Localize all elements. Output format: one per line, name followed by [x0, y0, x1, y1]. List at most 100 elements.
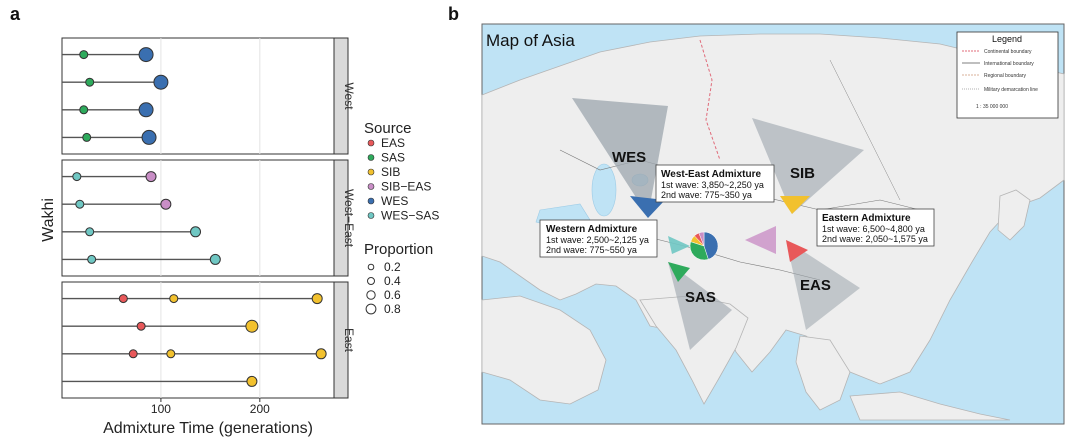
legend-size-label: 0.8: [384, 302, 401, 316]
data-point: [75, 199, 85, 209]
sas-arrow: [668, 262, 732, 350]
western-title: Western Admixture: [546, 224, 638, 235]
legend-item-label: SIB: [381, 165, 400, 179]
facet-label: East: [342, 328, 356, 353]
west-east-wave1: 1st wave: 3,850~2,250 ya: [661, 180, 764, 190]
legend-swatch: [367, 154, 375, 161]
data-point: [141, 129, 157, 145]
pie-slice: [698, 231, 705, 247]
map-legend-title: Legend: [992, 34, 1022, 44]
facet-panel: [61, 159, 335, 277]
legend-item-label: SAS: [381, 151, 405, 165]
data-point: [138, 102, 154, 118]
data-point: [138, 47, 154, 63]
data-point: [136, 321, 146, 331]
legend-swatch: [367, 183, 375, 190]
x-axis-title: Admixture Time (generations): [103, 420, 313, 437]
data-point: [160, 198, 172, 210]
legend-size-label: 0.2: [384, 260, 401, 274]
data-point: [315, 348, 327, 360]
legend-size-swatch: [367, 277, 375, 285]
western-box-frame: [539, 219, 658, 258]
panel-label-b: b: [448, 4, 459, 24]
data-point: [79, 105, 89, 115]
data-point: [246, 375, 258, 387]
west-east-box-frame: [655, 164, 775, 203]
legend-swatch: [367, 212, 375, 219]
sib-arrow-label: SIB: [790, 165, 815, 182]
data-point: [145, 171, 157, 183]
western-wave1: 1st wave: 2,500~2,125 ya: [546, 235, 649, 245]
legend-size-label: 0.6: [384, 288, 401, 302]
sas-arrow-label: SAS: [685, 289, 716, 306]
western-admixture-box: Western Admixture 1st wave: 2,500~2,125 …: [539, 219, 658, 258]
data-point: [82, 132, 92, 142]
facet-strip: [333, 281, 349, 399]
legend-swatch: [367, 197, 375, 205]
map-legend-item: Military demarcation line: [984, 87, 1038, 93]
data-point: [166, 349, 176, 359]
eastern-wave2: 2nd wave: 2,050~1,575 ya: [822, 234, 928, 244]
map-land-islands: [849, 391, 1011, 421]
data-point: [153, 74, 169, 90]
legend-item-label: EAS: [381, 136, 405, 150]
data-point: [128, 349, 138, 359]
sib-arrow-head: [780, 196, 810, 214]
legend-item-label: SIB−EAS: [381, 180, 431, 194]
proportion-legend-title: Proportion: [364, 241, 433, 258]
wes-arrow: [572, 98, 668, 216]
data-point: [72, 172, 82, 182]
map-caspian-sea: [591, 163, 617, 217]
legend-size-swatch: [365, 303, 377, 315]
y-axis-title: Wakhi: [40, 198, 57, 242]
data-point: [85, 77, 95, 87]
x-tick-label: 200: [250, 402, 270, 416]
facet-strip: [333, 37, 349, 155]
asia-map: Map of Asia Legend Continental boundary …: [481, 23, 1065, 425]
map-legend-scale: 1 : 35 000 000: [976, 104, 1008, 110]
proportion-legend: Proportion 0.20.40.60.8: [364, 241, 433, 316]
data-point: [118, 294, 128, 304]
data-point: [245, 319, 259, 333]
wes-arrow-label: WES: [612, 149, 646, 166]
eas-arrow-label: EAS: [800, 277, 831, 294]
eastern-wave1: 1st wave: 6,500~4,800 ya: [822, 224, 925, 234]
map-legend: Legend Continental boundary Internationa…: [956, 31, 1059, 119]
eastern-admixture-box: Eastern Admixture 1st wave: 6,500~4,800 …: [816, 208, 935, 247]
sib-arrow: [752, 118, 864, 214]
pie-slice: [689, 241, 709, 261]
x-tick-label: 100: [151, 402, 171, 416]
source-legend-title: Source: [364, 120, 412, 137]
data-point: [190, 226, 202, 238]
legend-size-swatch: [366, 290, 376, 300]
legend-item-label: WES: [381, 194, 408, 208]
data-point: [169, 294, 179, 304]
facet-label: West: [342, 82, 356, 110]
eas-arrow-head: [786, 240, 808, 262]
facet-label: West−East: [342, 189, 356, 248]
sas-arrow-head: [668, 262, 690, 282]
map-legend-item: Regional boundary: [984, 73, 1026, 79]
facet-panel: [61, 281, 335, 399]
map-legend-item: Continental boundary: [984, 49, 1032, 55]
data-point: [87, 254, 97, 264]
eas-arrow: [786, 240, 860, 330]
western-wave2: 2nd wave: 775~550 ya: [546, 245, 637, 255]
data-point: [79, 50, 89, 60]
legend-size-label: 0.4: [384, 274, 401, 288]
data-point: [209, 253, 221, 265]
panel-label-a: a: [10, 4, 21, 24]
west-east-wave2: 2nd wave: 775~350 ya: [661, 190, 752, 200]
eastern-box-frame: [816, 208, 935, 247]
eastern-title: Eastern Admixture: [822, 213, 911, 224]
legend-size-swatch: [367, 263, 375, 271]
facet-strip: [333, 159, 349, 277]
west-east-admixture-box: West-East Admixture 1st wave: 3,850~2,25…: [655, 164, 775, 203]
map-river: [829, 59, 901, 201]
map-land-seasia: [795, 335, 851, 411]
admixture-time-chart: West West−East East 100 200 Admixture Time (g…: [40, 37, 356, 437]
map-continental-boundary: [699, 39, 721, 161]
map-land-japan: [997, 189, 1031, 241]
map-legend-box: [956, 31, 1059, 119]
